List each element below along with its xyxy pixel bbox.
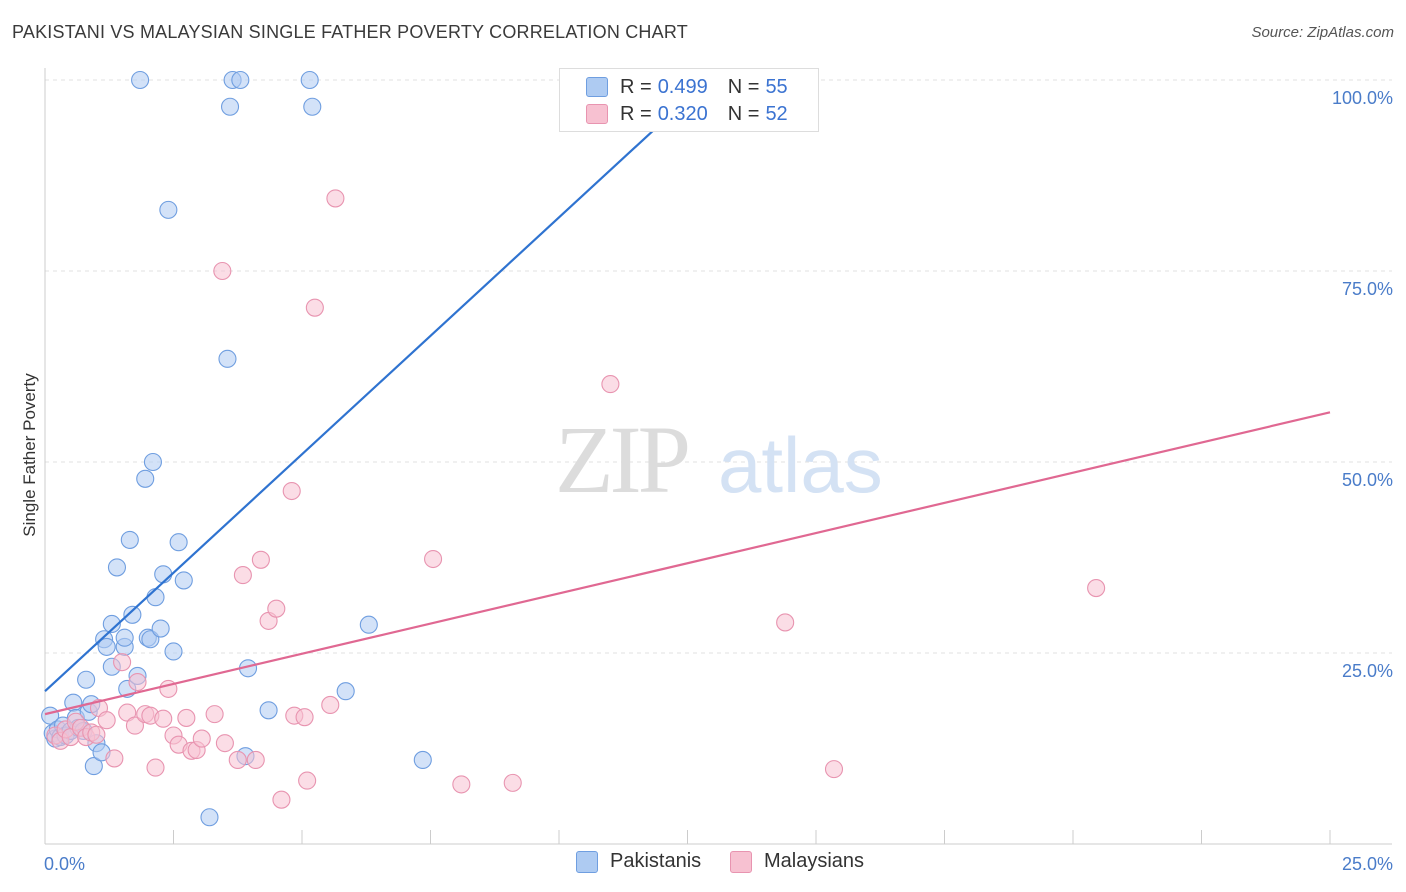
watermark-atlas: atlas [718, 421, 883, 509]
point-malaysians [228, 750, 247, 770]
point-malaysians [1087, 579, 1106, 598]
point-malaysians [326, 189, 345, 208]
point-malaysians [87, 725, 106, 744]
legend-label-malaysians: Malaysians [764, 850, 865, 872]
legend-swatch-pakistanis [586, 77, 608, 97]
point-pakistanis [413, 750, 432, 770]
legend-swatch-malaysians [730, 850, 752, 873]
point-malaysians [128, 672, 147, 692]
legend-row-malaysians: R = 0.320 N = 52 [586, 101, 788, 127]
point-malaysians [125, 716, 144, 735]
source-label: Source: ZipAtlas.com [1251, 24, 1394, 41]
point-malaysians [213, 261, 232, 281]
watermark-zip: ZIP [555, 406, 688, 513]
gridlines [45, 79, 1392, 654]
x-tick-label: 0.0% [44, 854, 85, 874]
point-pakistanis [303, 97, 322, 116]
point-malaysians [192, 729, 211, 748]
legend-row-pakistanis: R = 0.499 N = 55 [586, 74, 788, 100]
tick-labels: 25.0% 50.0% 75.0% 100.0% 0.0% 25.0% [44, 88, 1393, 874]
point-pakistanis [200, 808, 219, 827]
point-malaysians [424, 549, 443, 569]
point-malaysians [246, 750, 265, 770]
point-malaysians [321, 695, 340, 715]
data-points [41, 70, 1106, 827]
legend-swatch-pakistanis [576, 850, 598, 873]
point-malaysians [233, 566, 252, 585]
point-pakistanis [164, 642, 183, 661]
point-pakistanis [231, 70, 250, 90]
point-pakistanis [174, 571, 193, 590]
point-malaysians [601, 375, 620, 394]
point-malaysians [776, 613, 795, 632]
y-tick-label: 75.0% [1342, 279, 1393, 299]
point-pakistanis [143, 452, 162, 472]
point-pakistanis [169, 533, 188, 552]
point-malaysians [177, 708, 196, 727]
point-pakistanis [220, 97, 240, 116]
point-pakistanis [300, 70, 319, 90]
point-malaysians [113, 653, 132, 672]
point-pakistanis [146, 588, 165, 607]
point-pakistanis [159, 200, 178, 219]
point-pakistanis [359, 615, 378, 634]
legend-n-label: N = [727, 102, 760, 125]
point-pakistanis [136, 469, 155, 488]
trend-line-pakistanis [44, 79, 709, 693]
point-malaysians [154, 709, 173, 728]
legend-n-value: 55 [765, 75, 788, 98]
point-malaysians [305, 298, 324, 317]
legend-item-pakistanis[interactable]: Pakistanis [576, 850, 701, 873]
point-malaysians [503, 773, 522, 792]
legend-r-label: R = [620, 75, 652, 98]
point-pakistanis [120, 530, 139, 549]
y-tick-label: 100.0% [1332, 88, 1393, 108]
point-malaysians [215, 734, 234, 753]
y-tick-label: 25.0% [1342, 661, 1393, 681]
point-malaysians [146, 758, 165, 777]
point-pakistanis [84, 757, 103, 776]
series-legend: Pakistanis Malaysians [0, 850, 1406, 878]
point-malaysians [97, 711, 116, 730]
point-malaysians [272, 790, 291, 809]
point-malaysians [267, 599, 286, 618]
watermark: ZIP atlas [555, 406, 883, 513]
point-pakistanis [77, 670, 96, 689]
point-malaysians [282, 481, 301, 501]
chart-title: PAKISTANI VS MALAYSIAN SINGLE FATHER POV… [12, 22, 688, 42]
legend-r-value: 0.499 [657, 75, 708, 98]
point-pakistanis [154, 565, 173, 584]
point-malaysians [295, 708, 314, 727]
legend-swatch-malaysians [586, 104, 608, 124]
y-axis-label: Single Father Poverty [20, 373, 39, 537]
point-malaysians [251, 550, 270, 569]
legend-label-pakistanis: Pakistanis [610, 850, 702, 872]
point-pakistanis [259, 701, 278, 720]
point-malaysians [824, 760, 844, 779]
point-pakistanis [151, 619, 170, 638]
legend-r-label: R = [620, 102, 652, 125]
point-pakistanis [336, 682, 355, 701]
point-pakistanis [97, 637, 116, 656]
correlation-legend: R = 0.499 N = 55 R = 0.320 N = 52 [559, 68, 819, 132]
trend-line-malaysians [44, 411, 1331, 716]
point-malaysians [205, 705, 224, 724]
y-tick-label: 50.0% [1342, 470, 1393, 490]
legend-n-label: N = [727, 75, 760, 98]
point-pakistanis [123, 605, 142, 624]
legend-item-malaysians[interactable]: Malaysians [730, 850, 864, 873]
point-pakistanis [115, 628, 134, 647]
point-malaysians [452, 775, 471, 794]
trend-lines [44, 79, 1331, 716]
point-malaysians [298, 771, 317, 790]
point-malaysians [105, 749, 124, 768]
point-pakistanis [102, 614, 121, 634]
point-pakistanis [107, 558, 127, 577]
legend-n-value: 52 [765, 102, 788, 125]
x-tick-label: 25.0% [1342, 854, 1393, 874]
point-pakistanis [131, 70, 150, 90]
point-pakistanis [218, 349, 237, 368]
legend-r-value: 0.320 [657, 102, 708, 125]
